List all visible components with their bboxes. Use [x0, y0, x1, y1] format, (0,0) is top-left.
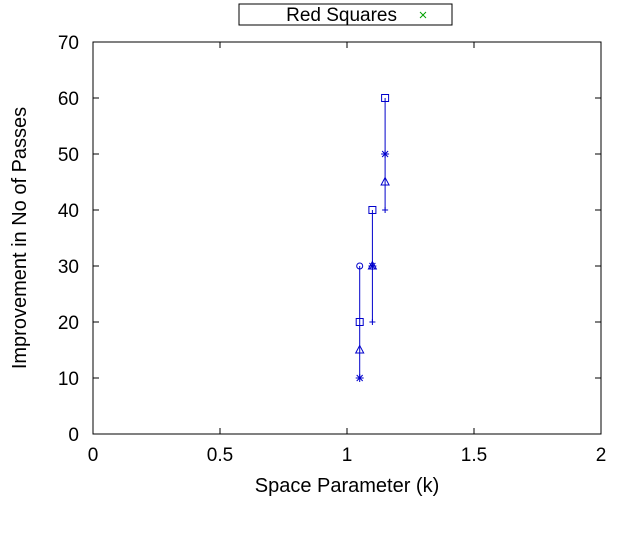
y-tick-label: 60 — [58, 89, 79, 110]
legend: Red Squares — [238, 3, 453, 26]
plot-area — [92, 41, 602, 435]
data-points — [354, 94, 390, 382]
y-axis-label: Improvement in No of Passes — [9, 107, 31, 369]
x-axis-label: Space Parameter (k) — [255, 475, 440, 497]
data-point-square — [355, 318, 364, 326]
y-tick-label: 50 — [58, 145, 79, 166]
legend-box — [238, 3, 453, 26]
legend-marker-x — [419, 11, 427, 19]
x-tick-label: 0.5 — [207, 445, 233, 466]
x-tick-label: 0 — [88, 445, 99, 466]
data-point-star — [381, 150, 390, 158]
data-point-triangle — [380, 176, 390, 186]
data-point-triangle — [367, 260, 378, 270]
legend-x-mark — [419, 11, 427, 19]
data-point-square — [368, 206, 377, 214]
legend-label: Red Squares — [286, 5, 397, 26]
x-tick-label: 1 — [342, 445, 353, 466]
x-tick-label: 2 — [596, 445, 607, 466]
y-tick-label: 40 — [58, 201, 79, 222]
data-point-star — [355, 374, 364, 382]
data-point-plus — [382, 207, 389, 213]
x-tick-label: 1.5 — [461, 445, 487, 466]
y-tick-label: 10 — [58, 369, 79, 390]
y-tick-label: 70 — [58, 33, 79, 54]
data-point-circle — [356, 262, 364, 270]
y-tick-label: 30 — [58, 257, 79, 278]
data-point-square — [381, 94, 390, 102]
data-point-plus — [369, 319, 376, 325]
y-tick-label: 20 — [58, 313, 79, 334]
data-point-triangle — [354, 344, 365, 354]
y-tick-label: 0 — [68, 425, 79, 446]
